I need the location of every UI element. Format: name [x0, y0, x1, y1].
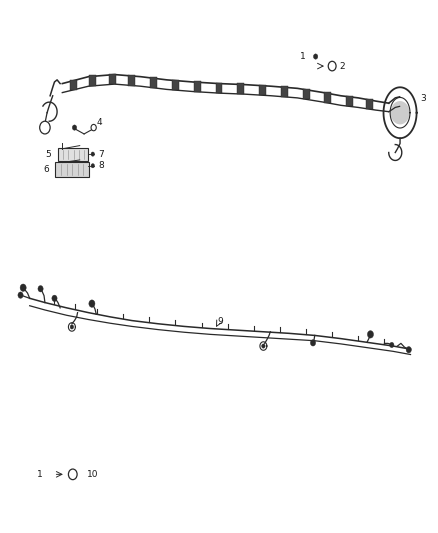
Circle shape — [390, 342, 394, 348]
Text: 1: 1 — [37, 470, 42, 479]
Text: 4: 4 — [96, 118, 102, 127]
Circle shape — [311, 340, 316, 346]
Circle shape — [40, 121, 50, 134]
Bar — [150, 77, 157, 88]
Bar — [172, 79, 179, 90]
Circle shape — [367, 330, 374, 338]
Text: 6: 6 — [43, 166, 49, 174]
FancyBboxPatch shape — [57, 148, 88, 161]
Bar — [366, 99, 373, 109]
Bar — [303, 88, 310, 99]
Bar — [109, 74, 116, 84]
Circle shape — [38, 286, 43, 292]
Circle shape — [328, 61, 336, 71]
Bar — [259, 85, 266, 95]
Bar — [194, 81, 201, 92]
FancyBboxPatch shape — [55, 162, 89, 177]
Text: 5: 5 — [46, 150, 51, 159]
Circle shape — [52, 295, 57, 302]
Circle shape — [72, 125, 77, 130]
Text: 1: 1 — [300, 52, 306, 61]
Circle shape — [314, 54, 318, 59]
Bar — [324, 92, 331, 103]
Circle shape — [70, 325, 74, 329]
Text: 7: 7 — [99, 150, 104, 159]
Bar — [346, 96, 353, 107]
Bar — [237, 83, 244, 94]
Circle shape — [261, 344, 265, 348]
Bar — [281, 86, 288, 97]
Circle shape — [68, 469, 77, 480]
Circle shape — [20, 284, 26, 292]
Text: 8: 8 — [99, 161, 104, 170]
Bar — [89, 75, 96, 86]
Bar — [215, 83, 223, 93]
Circle shape — [91, 164, 95, 168]
Circle shape — [91, 124, 96, 131]
Text: 3: 3 — [420, 94, 427, 103]
Text: 10: 10 — [87, 470, 99, 479]
Circle shape — [89, 300, 95, 308]
Text: 9: 9 — [218, 317, 224, 326]
Circle shape — [406, 346, 411, 353]
Bar — [128, 75, 135, 85]
Circle shape — [91, 152, 95, 156]
Circle shape — [18, 292, 23, 298]
Bar — [70, 79, 77, 90]
Text: 2: 2 — [339, 62, 345, 70]
Circle shape — [391, 101, 410, 124]
